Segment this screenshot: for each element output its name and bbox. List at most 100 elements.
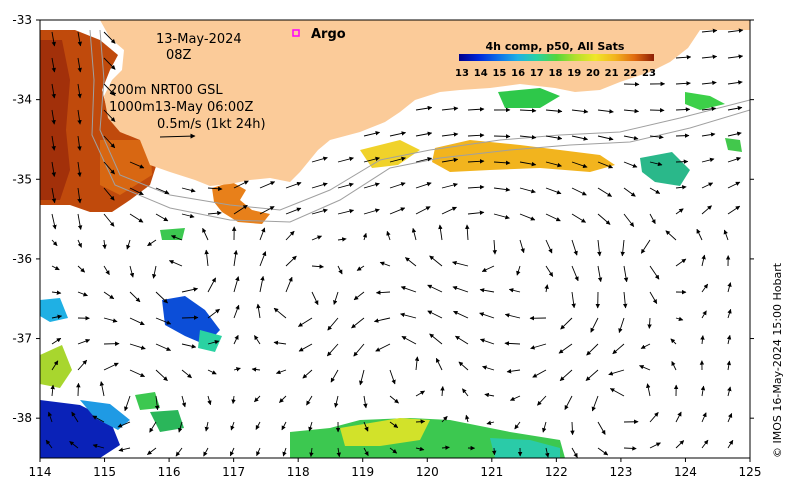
- current-arrow: [623, 108, 640, 114]
- current-arrow: [207, 369, 217, 375]
- current-arrow: [608, 369, 625, 376]
- current-arrow: [155, 369, 168, 382]
- current-arrow: [124, 395, 131, 412]
- current-arrow: [311, 291, 319, 306]
- current-arrow: [545, 135, 563, 141]
- current-arrow: [675, 316, 684, 322]
- current-arrow: [77, 135, 82, 151]
- sst-patch-sw-cyan-south: [80, 400, 130, 430]
- current-arrow: [363, 421, 369, 432]
- current-arrow: [202, 227, 209, 241]
- current-arrow: [149, 421, 157, 433]
- current-arrow: [465, 414, 470, 423]
- legend-colorbar: [459, 54, 654, 61]
- current-arrow: [479, 288, 495, 293]
- sst-patches: [40, 30, 742, 458]
- current-arrow: [356, 265, 365, 271]
- current-arrow: [363, 208, 380, 215]
- current-arrow: [649, 442, 661, 449]
- current-vectors: [45, 28, 744, 458]
- current-arrow: [609, 388, 625, 397]
- x-tick-label: 125: [739, 465, 762, 479]
- current-arrow: [545, 161, 562, 168]
- current-arrow: [519, 239, 525, 254]
- current-arrow: [102, 239, 107, 250]
- current-arrow: [649, 134, 664, 140]
- current-arrow: [389, 207, 406, 215]
- current-arrow: [76, 382, 81, 397]
- current-arrow: [259, 251, 267, 267]
- current-arrow: [306, 395, 313, 406]
- current-arrow: [229, 447, 235, 457]
- current-arrow: [379, 261, 391, 267]
- current-arrow: [597, 213, 611, 225]
- current-arrow: [560, 317, 573, 330]
- x-tick-label: 118: [287, 465, 310, 479]
- legend-tick-label: 16: [511, 68, 525, 79]
- current-arrow: [327, 317, 339, 331]
- current-arrow: [649, 213, 656, 225]
- current-arrow: [415, 419, 426, 424]
- legend-tick-label: 13: [455, 68, 469, 79]
- legend-tick-label: 21: [605, 68, 619, 79]
- y-tick-label: -38: [12, 411, 32, 425]
- current-arrow: [649, 291, 658, 304]
- current-arrow: [386, 230, 391, 241]
- current-arrow: [465, 224, 470, 241]
- legend-tick-label: 14: [474, 68, 488, 79]
- current-arrow: [51, 57, 57, 73]
- current-arrow: [701, 412, 707, 423]
- current-arrow: [77, 187, 82, 204]
- current-arrow: [646, 383, 651, 397]
- current-arrow: [537, 395, 547, 406]
- current-arrow: [155, 291, 168, 304]
- current-arrow: [597, 239, 602, 257]
- current-arrow: [155, 213, 169, 222]
- current-arrow: [571, 187, 587, 196]
- current-arrow: [723, 229, 729, 241]
- current-arrow: [493, 213, 510, 220]
- map-date: 13-May-2024: [156, 32, 242, 47]
- current-arrow: [415, 105, 433, 111]
- current-arrow: [591, 395, 599, 412]
- current-arrow: [71, 411, 79, 423]
- current-arrow: [298, 343, 313, 352]
- current-arrow: [207, 186, 223, 192]
- current-arrow: [147, 447, 157, 455]
- current-arrow: [207, 277, 216, 293]
- sst-patch-east-green: [685, 92, 725, 110]
- current-arrow: [363, 395, 368, 409]
- current-arrow: [597, 109, 614, 114]
- current-arrow: [181, 395, 187, 408]
- current-arrow: [103, 57, 116, 70]
- current-arrow: [308, 421, 313, 432]
- current-arrow: [51, 83, 56, 99]
- current-arrow: [727, 386, 732, 397]
- x-axis: 114 115 116 117 118 119 120 121 122 123 124 125: [29, 458, 762, 479]
- current-arrow: [726, 334, 732, 345]
- current-arrow: [77, 161, 82, 178]
- legend-tick-label: 20: [586, 68, 600, 79]
- current-arrow: [256, 303, 261, 319]
- current-arrow: [571, 291, 576, 309]
- current-arrow: [727, 131, 742, 137]
- current-arrow: [727, 54, 744, 59]
- current-arrow: [467, 159, 485, 164]
- current-arrow: [427, 310, 443, 319]
- current-arrow: [51, 337, 62, 345]
- current-arrow: [542, 421, 547, 433]
- bathymetry-contours: [89, 29, 750, 223]
- sst-patch-bight-green: [498, 88, 560, 108]
- current-arrow: [77, 213, 83, 230]
- current-arrow: [181, 213, 195, 219]
- credit-label: © IMOS 16-May-2024 15:00 Hobart: [771, 262, 784, 458]
- x-tick-label: 114: [29, 465, 52, 479]
- current-arrow: [452, 260, 469, 267]
- current-arrow: [700, 335, 705, 345]
- current-arrow: [118, 447, 131, 452]
- contour-200m: [99, 29, 750, 211]
- sst-patch-far-east: [725, 138, 742, 152]
- current-arrow: [696, 228, 703, 241]
- current-arrow: [103, 31, 116, 44]
- sst-patch-east-teal: [640, 152, 690, 186]
